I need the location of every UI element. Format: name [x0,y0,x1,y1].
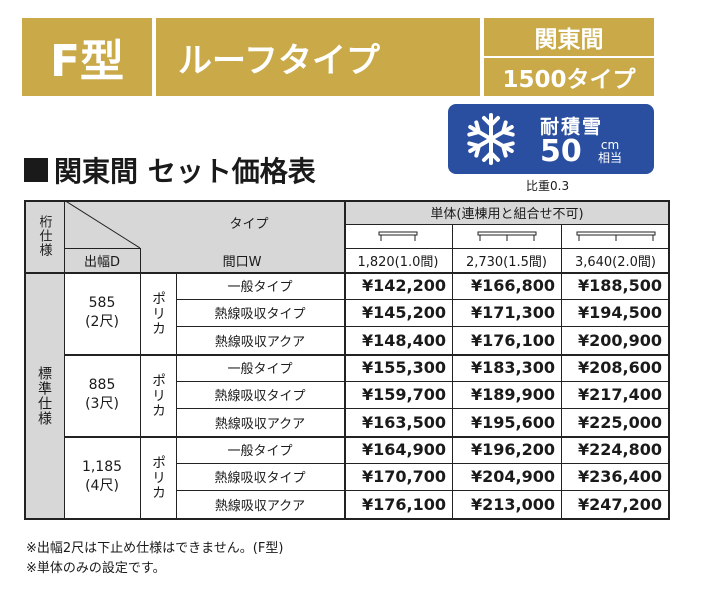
snowflake-icon [467,113,515,165]
depth-cell: 585 (2尺) [64,272,140,354]
price-cell: ¥145,200 [361,303,446,322]
type-cell: 一般タイプ [227,444,293,459]
type-cell: 一般タイプ [227,280,293,295]
type-cell: 熱線吸収タイプ [214,471,306,486]
price-cell: ¥155,300 [361,358,446,377]
depth-shaku: (3尺) [85,396,119,412]
spec-label: 標準仕様 [24,272,64,520]
price-cell: ¥163,500 [361,412,446,432]
price-cell: ¥148,400 [361,330,446,350]
price-cell: ¥164,900 [361,440,446,459]
price-cell: ¥224,800 [577,440,662,459]
material-cell: ポリカ [150,454,166,500]
price-cell: ¥208,600 [577,358,662,377]
price-cell: ¥176,100 [361,494,446,514]
type-cell: 熱線吸収タイプ [214,307,306,322]
price-cell: ¥247,200 [577,494,662,514]
price-cell: ¥213,000 [470,494,555,514]
price-cell: ¥236,400 [577,467,662,486]
depth-cell: 885 (3尺) [64,354,140,436]
note-2: ※単体のみの設定です。 [26,561,166,576]
price-table: 桁仕様 タイプ 出幅D 間口W 単体(連棟用と組合せ不可) 1,820(1.0間… [24,200,670,520]
snow-load-label: 耐積雪 [540,116,604,138]
snow-load-badge: 耐積雪 50 cm 相当 [448,104,654,174]
col-depth-header: 出幅D [64,248,140,272]
depth-value: 885 [88,377,116,393]
depth-value: 1,185 [81,459,123,475]
region-label: 関東間 [484,18,654,56]
material-cell: ポリカ [150,290,166,336]
col-width-header: 間口W [140,248,344,272]
width-col-2: 2,730(1.5間) [465,254,548,270]
roof-width-icon-1 [344,224,452,248]
price-cell: ¥194,500 [577,303,662,322]
price-cell: ¥217,400 [577,385,662,404]
snow-load-unit: cm 相当 [598,138,623,165]
price-cell: ¥188,500 [577,276,662,295]
price-cell: ¥225,000 [577,412,662,432]
section-title: 関東間 セット価格表 [24,150,316,190]
depth-shaku: (2尺) [85,314,119,330]
price-cell: ¥200,900 [577,330,662,350]
type-cell: 熱線吸収タイプ [214,389,306,404]
type-cell: 一般タイプ [227,362,293,377]
col-spec-header: 桁仕様 [24,200,64,272]
single-header: 単体(連棟用と組合せ不可) [344,200,670,224]
price-cell: ¥195,600 [470,412,555,432]
price-cell: ¥166,800 [470,276,555,295]
depth-shaku: (4尺) [85,478,119,494]
header-diagonal-cell [64,200,344,248]
note-1: ※出幅2尺は下止め仕様はできません。(F型) [26,541,284,556]
snow-load-value: 50 [540,134,582,169]
square-bullet-icon [24,158,48,182]
price-cell: ¥196,200 [470,440,555,459]
depth-cell: 1,185 (4尺) [64,436,140,518]
price-cell: ¥189,900 [470,385,555,404]
price-cell: ¥176,100 [470,330,555,350]
header-diagonal-line [64,200,140,248]
type-cell: 熱線吸収アクア [214,498,306,514]
roof-width-icon-2 [452,224,561,248]
type-label: ルーフタイプ [156,18,480,96]
price-cell: ¥183,300 [470,358,555,377]
width-col-1: 1,820(1.0間) [357,254,439,270]
price-cell: ¥171,300 [470,303,555,322]
price-cell: ¥204,900 [470,467,555,486]
price-cell: ¥159,700 [361,385,446,404]
specific-gravity: 比重0.3 [526,179,570,193]
model-label: F型 [22,18,152,96]
price-cell: ¥142,200 [361,276,446,295]
width-col-3: 3,640(2.0間) [574,254,657,270]
type-cell: 熱線吸収アクア [214,416,306,432]
size-type-label: 1500タイプ [484,58,654,96]
material-cell: ポリカ [150,372,166,418]
col-type-header: タイプ [229,216,269,232]
depth-value: 585 [88,295,116,311]
roof-width-icon-3 [561,224,670,248]
price-cell: ¥170,700 [361,467,446,486]
type-cell: 熱線吸収アクア [214,334,306,350]
